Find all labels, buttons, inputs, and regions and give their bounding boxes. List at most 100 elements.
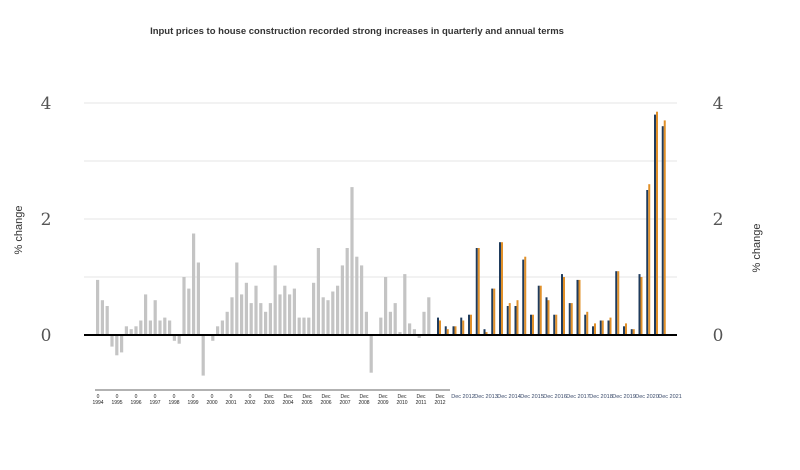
recent-bar-orange	[462, 320, 465, 335]
recent-bar-navy	[522, 259, 525, 335]
history-bar	[340, 265, 344, 335]
x-tick-label: 0	[173, 394, 176, 400]
history-bar	[153, 300, 157, 335]
history-bar	[115, 335, 119, 356]
recent-bars	[437, 111, 666, 336]
recent-bar-orange	[547, 300, 550, 335]
history-bar	[216, 326, 220, 335]
history-bar	[100, 300, 104, 335]
x-tick-label: 0	[135, 394, 138, 400]
x-tick-label-recent: Dec 2017	[566, 394, 590, 400]
recent-bar-navy	[615, 271, 618, 335]
recent-bar-navy	[561, 274, 563, 335]
history-bar	[244, 282, 248, 335]
recent-bar-navy	[437, 317, 439, 335]
history-bar	[177, 335, 181, 344]
y-tick-left: 2	[41, 210, 52, 230]
recent-bar-navy	[506, 306, 509, 335]
x-tick-label: Dec	[303, 394, 312, 400]
history-bar	[283, 285, 287, 335]
history-bar	[172, 335, 176, 341]
x-tick-label: 0	[230, 394, 233, 400]
recent-bar-navy	[483, 329, 486, 335]
history-bar	[364, 311, 368, 335]
history-bar	[393, 303, 397, 335]
recent-bar-navy	[537, 285, 540, 335]
recent-bar-navy	[568, 303, 571, 335]
history-bar	[120, 335, 124, 353]
recent-bar-navy	[592, 326, 594, 335]
history-bar	[259, 303, 263, 335]
history-bar	[129, 329, 133, 335]
x-tick-sublabel: 2004	[282, 400, 293, 406]
recent-bar-navy	[623, 326, 625, 335]
history-bar	[211, 335, 215, 341]
x-tick-sublabel: 1996	[130, 400, 141, 406]
history-bar	[297, 317, 301, 335]
history-bar	[225, 311, 229, 335]
x-tick-label: 0	[249, 394, 252, 400]
recent-bar-orange	[632, 329, 635, 335]
history-bar	[412, 329, 416, 335]
x-tick-label: Dec	[360, 394, 369, 400]
x-tick-sublabel: 2009	[377, 400, 388, 406]
recent-bar-orange	[516, 300, 519, 335]
x-tick-sublabel: 2001	[225, 400, 236, 406]
recent-bar-orange	[663, 120, 666, 336]
recent-bar-orange	[563, 277, 565, 335]
history-bar	[355, 256, 359, 335]
gridlines	[84, 102, 677, 278]
x-tick-label-recent: Dec 2013	[474, 394, 498, 400]
recent-bar-orange	[609, 317, 612, 335]
history-bar	[168, 320, 172, 335]
x-tick-label: Dec	[417, 394, 426, 400]
chart-title: Input prices to house construction recor…	[150, 26, 564, 37]
x-tick-label-recent: Dec 2012	[451, 394, 475, 400]
recent-bar-navy	[491, 288, 494, 335]
x-tick-label: Dec	[284, 394, 293, 400]
history-bar	[331, 291, 335, 335]
recent-bar-orange	[648, 184, 651, 335]
history-bar	[144, 294, 148, 335]
recent-bar-orange	[470, 314, 472, 335]
x-tick-sublabel: 1999	[187, 400, 198, 406]
history-bar	[302, 317, 306, 335]
history-bar	[134, 326, 138, 335]
recent-bar-orange	[555, 314, 558, 335]
y-axis-label-right: % change	[751, 224, 763, 273]
recent-bar-orange	[586, 311, 589, 335]
history-bar	[292, 288, 296, 335]
x-tick-label: Dec	[436, 394, 445, 400]
y-axis-label-left: % change	[13, 206, 25, 255]
x-tick-sublabel: 2000	[206, 400, 217, 406]
history-bar	[312, 282, 316, 335]
recent-bar-navy	[475, 248, 478, 335]
y-axis-right: 4 2 0	[713, 94, 724, 346]
recent-bar-orange	[485, 332, 488, 335]
history-bar	[417, 335, 421, 338]
recent-bar-orange	[477, 248, 480, 335]
history-bar	[254, 285, 258, 335]
history-bar	[220, 320, 224, 335]
recent-bar-orange	[524, 256, 527, 335]
history-bar	[379, 317, 383, 335]
x-tick-label-recent: Dec 2019	[612, 394, 636, 400]
x-tick-label: 0	[116, 394, 119, 400]
recent-bar-navy	[553, 314, 556, 335]
history-bar	[288, 294, 292, 335]
recent-bar-orange	[640, 277, 643, 335]
history-bar	[422, 311, 426, 335]
recent-bar-orange	[439, 320, 441, 335]
history-bar	[326, 300, 330, 335]
x-tick-label-recent: Dec 2018	[589, 394, 613, 400]
recent-bar-navy	[452, 326, 455, 335]
recent-bar-orange	[625, 323, 627, 335]
recent-bar-orange	[508, 303, 511, 335]
history-bar	[398, 332, 402, 335]
y-tick-left: 0	[41, 326, 52, 346]
history-bar	[268, 303, 272, 335]
recent-bar-orange	[656, 111, 658, 335]
history-bar	[427, 297, 431, 335]
y-tick-right: 0	[713, 326, 724, 346]
